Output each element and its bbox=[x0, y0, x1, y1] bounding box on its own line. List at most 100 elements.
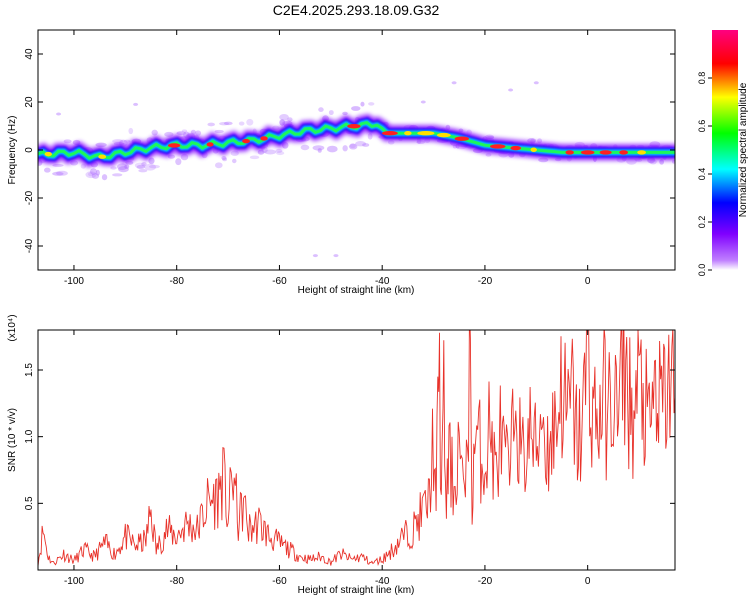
halo-blob bbox=[52, 171, 64, 176]
snr-line bbox=[38, 330, 675, 567]
x-tick-label: -40 bbox=[375, 276, 390, 287]
halo-blob bbox=[134, 162, 146, 169]
halo-blob bbox=[124, 164, 130, 170]
spectral-peak bbox=[580, 150, 595, 155]
halo-blob bbox=[219, 122, 230, 126]
halo-blob bbox=[349, 143, 356, 149]
halo-blob bbox=[175, 158, 182, 166]
colorbar-tick-label: 0.2 bbox=[697, 216, 707, 229]
heatmap-y-ticks: -40 -20 0 20 40 bbox=[24, 48, 675, 253]
colorbar-ticks: 0.0 0.2 0.4 0.6 0.8 bbox=[697, 72, 712, 277]
halo-blob bbox=[176, 131, 187, 136]
halo-blob bbox=[221, 155, 227, 161]
outlier-blob bbox=[508, 88, 514, 92]
outlier-blob bbox=[333, 254, 339, 258]
x-tick-label: -60 bbox=[272, 276, 287, 287]
heatmap-track bbox=[38, 81, 675, 258]
y-tick-label: 1.0 bbox=[24, 429, 35, 443]
snr-x-label: Height of straight line (km) bbox=[298, 585, 415, 596]
halo-blob bbox=[138, 169, 148, 173]
halo-blob bbox=[275, 148, 283, 153]
y-tick-label: 0.5 bbox=[24, 496, 35, 510]
colorbar-gradient bbox=[712, 30, 738, 270]
halo-blob bbox=[264, 149, 277, 155]
y-tick-label: 0 bbox=[24, 147, 35, 153]
outlier-blob bbox=[312, 254, 318, 258]
heatmap-x-label: Height of straight line (km) bbox=[298, 285, 415, 296]
halo-blob bbox=[136, 164, 146, 170]
halo-blob bbox=[342, 111, 348, 116]
spectral-peak bbox=[167, 143, 181, 148]
y-tick-label: 1.5 bbox=[24, 363, 35, 377]
outlier-blob bbox=[56, 112, 62, 116]
halo-blob bbox=[279, 113, 289, 121]
x-tick-label: -20 bbox=[478, 276, 493, 287]
y-tick-label: 40 bbox=[24, 48, 35, 60]
halo-blob bbox=[312, 145, 325, 151]
halo-blob bbox=[368, 102, 375, 106]
halo-blob bbox=[180, 153, 189, 161]
halo-blob bbox=[328, 110, 334, 116]
snr-x-ticks: -100 -80 -60 -40 -20 0 bbox=[64, 330, 591, 587]
halo-blob bbox=[123, 139, 131, 143]
halo-blob bbox=[223, 121, 233, 126]
spectral-peak bbox=[637, 150, 647, 155]
halo-blob bbox=[80, 163, 86, 169]
halo-blob bbox=[342, 145, 348, 152]
halo-blob bbox=[118, 166, 129, 173]
colorbar: 0.0 0.2 0.4 0.6 0.8 Normalized spectral ampl… bbox=[697, 30, 749, 276]
outlier-blob bbox=[533, 81, 539, 85]
halo-blob bbox=[181, 129, 188, 133]
halo-blob bbox=[148, 164, 160, 169]
spectral-peak bbox=[98, 154, 107, 159]
spectral-peak bbox=[489, 144, 506, 149]
halo-blob bbox=[95, 169, 100, 176]
halo-blob bbox=[85, 171, 97, 179]
halo-blob bbox=[101, 174, 108, 181]
halo-blob bbox=[452, 144, 457, 149]
x-tick-label: -20 bbox=[478, 576, 493, 587]
halo-blob bbox=[88, 172, 94, 177]
halo-blob bbox=[195, 130, 202, 136]
spectral-peak bbox=[530, 147, 537, 152]
spectral-peak bbox=[417, 131, 435, 136]
spectral-peak bbox=[454, 136, 469, 141]
x-tick-label: 0 bbox=[585, 276, 591, 287]
halo-blob bbox=[112, 173, 123, 177]
halo-blob bbox=[117, 163, 128, 171]
colorbar-tick-label: 0.0 bbox=[697, 264, 707, 277]
halo-blob bbox=[110, 166, 117, 170]
halo-blob bbox=[148, 157, 155, 165]
halo-blob bbox=[279, 119, 285, 126]
halo-blob bbox=[56, 170, 68, 176]
spectral-peak bbox=[436, 132, 451, 138]
halo-blob bbox=[246, 118, 254, 126]
colorbar-tick-label: 0.6 bbox=[697, 120, 707, 133]
snr-panel: -100 -80 -60 -40 -20 0 0.5 1.0 1.5 Height of st… bbox=[7, 314, 676, 596]
halo-blob bbox=[232, 158, 237, 164]
figure-title: C2E4.2025.293.18.09.G32 bbox=[273, 2, 440, 18]
halo-blob bbox=[238, 121, 245, 126]
halo-blob bbox=[141, 162, 147, 167]
halo-blob bbox=[52, 163, 64, 167]
snr-frame bbox=[37, 329, 676, 571]
spectral-peak bbox=[347, 124, 361, 129]
halo-blob bbox=[300, 144, 310, 151]
spectral-peak bbox=[510, 145, 522, 151]
spectral-peak bbox=[382, 131, 398, 136]
halo-blob bbox=[164, 131, 174, 137]
halo-blob bbox=[326, 145, 338, 153]
spectral-peak bbox=[206, 142, 214, 147]
halo-blob bbox=[537, 138, 543, 144]
halo-blob bbox=[222, 157, 228, 162]
halo-blob bbox=[89, 168, 97, 175]
halo-blob bbox=[351, 106, 361, 111]
x-tick-label: 0 bbox=[585, 576, 591, 587]
halo-blob bbox=[649, 159, 657, 165]
halo-blob bbox=[279, 119, 286, 126]
halo-blob bbox=[151, 129, 158, 136]
halo-blob bbox=[317, 148, 322, 153]
spectral-peak bbox=[44, 151, 52, 157]
halo-blob bbox=[362, 143, 370, 147]
